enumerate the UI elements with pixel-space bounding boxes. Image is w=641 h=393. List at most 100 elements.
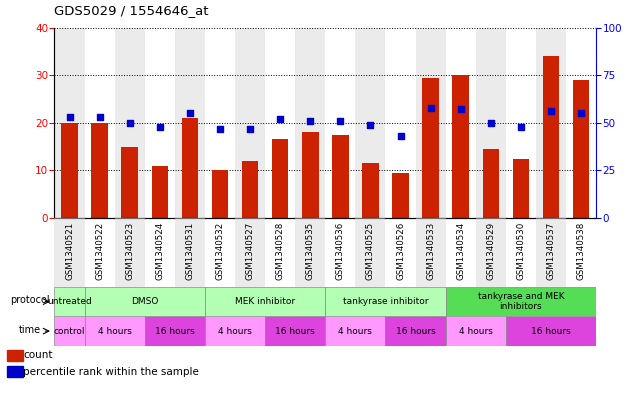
Text: tankyrase inhibitor: tankyrase inhibitor	[343, 297, 428, 306]
Text: GSM1340521: GSM1340521	[65, 222, 74, 280]
Bar	[296, 28, 326, 218]
Bar	[54, 218, 85, 287]
Bar	[506, 28, 536, 218]
Text: GSM1340532: GSM1340532	[215, 222, 224, 280]
Bar	[536, 218, 566, 287]
Bar	[483, 149, 499, 218]
Bar	[265, 316, 326, 346]
Bar	[445, 28, 476, 218]
Bar	[85, 28, 115, 218]
Point	[395, 133, 406, 139]
Bar	[85, 287, 205, 316]
Bar	[121, 147, 138, 218]
Bar	[205, 287, 326, 316]
Point	[185, 110, 195, 116]
Bar	[212, 171, 228, 218]
Bar	[62, 123, 78, 218]
Bar	[385, 316, 445, 346]
Point	[124, 119, 135, 126]
Text: GSM1340525: GSM1340525	[366, 222, 375, 280]
Text: GSM1340533: GSM1340533	[426, 222, 435, 280]
Bar	[453, 75, 469, 218]
Text: 4 hours: 4 hours	[97, 327, 131, 336]
Point	[426, 105, 436, 111]
Bar	[536, 28, 566, 218]
Text: tankyrase and MEK
inhibitors: tankyrase and MEK inhibitors	[478, 292, 564, 311]
Bar	[422, 77, 439, 218]
Point	[365, 121, 376, 128]
Text: GSM1340531: GSM1340531	[185, 222, 194, 280]
Bar	[513, 158, 529, 218]
Bar	[242, 161, 258, 218]
Bar	[7, 366, 22, 377]
Text: GSM1340524: GSM1340524	[155, 222, 164, 280]
Text: 4 hours: 4 hours	[338, 327, 372, 336]
Point	[94, 114, 104, 120]
Bar	[566, 28, 596, 218]
Text: GSM1340536: GSM1340536	[336, 222, 345, 280]
Point	[335, 118, 345, 124]
Point	[245, 125, 255, 132]
Point	[305, 118, 315, 124]
Bar	[476, 28, 506, 218]
Text: GSM1340537: GSM1340537	[547, 222, 556, 280]
Point	[215, 125, 225, 132]
Bar	[7, 350, 22, 361]
Text: 16 hours: 16 hours	[531, 327, 571, 336]
Bar	[326, 316, 385, 346]
Text: count: count	[23, 351, 53, 360]
Text: protocol: protocol	[10, 295, 50, 305]
Bar	[175, 28, 205, 218]
Bar	[115, 28, 145, 218]
Bar	[415, 28, 445, 218]
Bar	[445, 287, 596, 316]
Text: percentile rank within the sample: percentile rank within the sample	[23, 367, 199, 376]
Bar	[235, 28, 265, 218]
Text: GSM1340522: GSM1340522	[95, 222, 104, 280]
Text: GSM1340526: GSM1340526	[396, 222, 405, 280]
Bar	[265, 28, 296, 218]
Text: GDS5029 / 1554646_at: GDS5029 / 1554646_at	[54, 4, 209, 17]
Text: 4 hours: 4 hours	[218, 327, 252, 336]
Text: GSM1340527: GSM1340527	[246, 222, 254, 280]
Bar	[362, 163, 379, 218]
Bar	[326, 28, 355, 218]
Bar	[355, 28, 385, 218]
Point	[546, 108, 556, 114]
Bar	[385, 28, 415, 218]
Bar	[415, 218, 445, 287]
Bar	[296, 218, 326, 287]
Text: GSM1340529: GSM1340529	[487, 222, 495, 280]
Text: 16 hours: 16 hours	[155, 327, 195, 336]
Bar	[205, 28, 235, 218]
Bar	[506, 316, 596, 346]
Point	[486, 119, 496, 126]
Point	[456, 107, 466, 113]
Text: GSM1340530: GSM1340530	[517, 222, 526, 280]
Bar	[392, 173, 409, 218]
Bar	[543, 56, 559, 218]
Bar	[92, 123, 108, 218]
Bar	[175, 218, 205, 287]
Bar	[205, 316, 265, 346]
Bar	[476, 218, 506, 287]
Bar	[181, 118, 198, 218]
Text: 16 hours: 16 hours	[276, 327, 315, 336]
Bar	[445, 316, 506, 346]
Text: 4 hours: 4 hours	[459, 327, 493, 336]
Text: 16 hours: 16 hours	[395, 327, 435, 336]
Bar	[235, 218, 265, 287]
Bar	[332, 135, 349, 218]
Bar	[145, 316, 205, 346]
Bar	[326, 287, 445, 316]
Bar	[272, 140, 288, 218]
Point	[516, 123, 526, 130]
Text: GSM1340535: GSM1340535	[306, 222, 315, 280]
Text: GSM1340523: GSM1340523	[125, 222, 134, 280]
Bar	[54, 28, 85, 218]
Text: time: time	[19, 325, 41, 334]
Text: DMSO: DMSO	[131, 297, 158, 306]
Bar	[573, 80, 589, 218]
Text: GSM1340528: GSM1340528	[276, 222, 285, 280]
Bar	[115, 218, 145, 287]
